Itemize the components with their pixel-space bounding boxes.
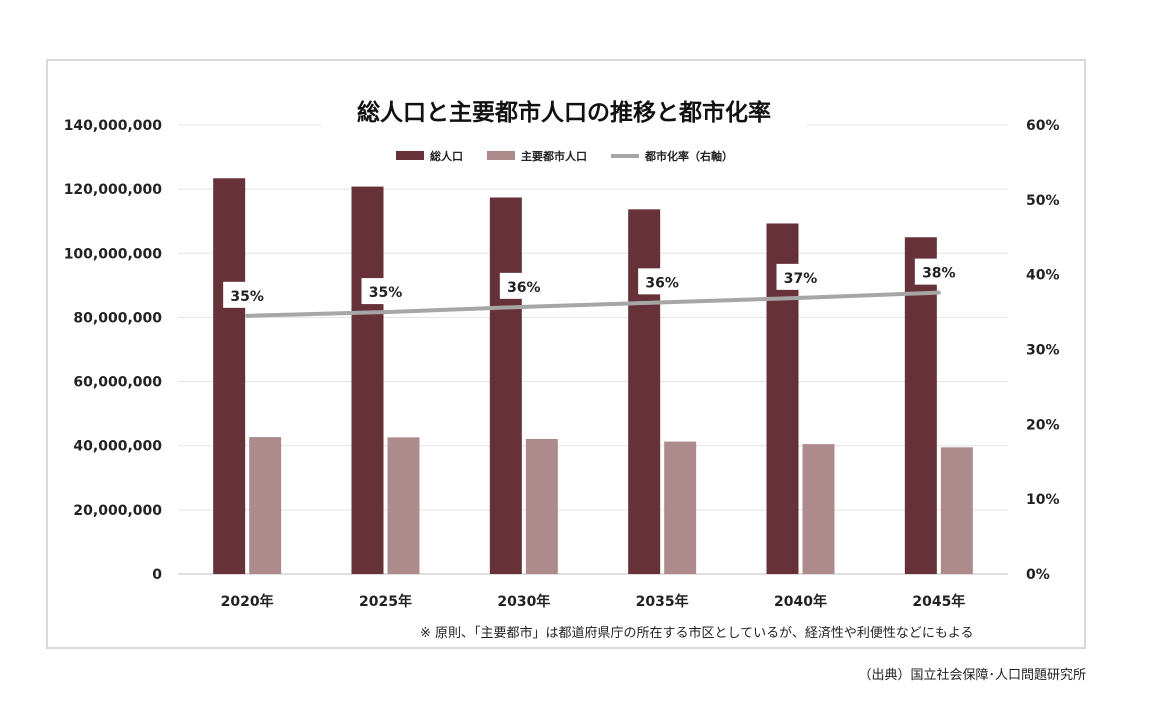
- y-left-tick: 60,000,000: [73, 375, 162, 391]
- bar-主要都市人口-2025年: [387, 437, 420, 574]
- x-category-label: 2040年: [774, 593, 827, 610]
- legend-swatch: [396, 151, 424, 160]
- bar-主要都市人口-2045年: [940, 447, 973, 574]
- line-point: [798, 295, 803, 300]
- chart-title: 総人口と主要都市人口の推移と都市化率: [322, 92, 806, 128]
- y-left-tick: 140,000,000: [64, 118, 163, 134]
- x-category-label: 2025年: [359, 593, 412, 610]
- line-point: [521, 304, 526, 309]
- data-label-bg: [361, 278, 410, 305]
- legend: 総人口 主要都市人口 都市化率（右軸）: [396, 149, 733, 163]
- line-urbanization: [247, 290, 939, 318]
- y-right-tick: 30%: [1026, 343, 1060, 359]
- data-label-bg: [499, 272, 548, 299]
- legend-label: 都市化率（右軸）: [644, 149, 733, 163]
- y-right-tick: 10%: [1026, 492, 1060, 508]
- line-point: [660, 300, 665, 305]
- data-labels: 35% 35% 36% 36% 37% 38%: [223, 258, 963, 308]
- urbanization-line: [245, 290, 941, 318]
- data-label-bg: [223, 281, 272, 308]
- bar-主要都市人口-2035年: [664, 441, 697, 574]
- source-credit: （出典）国立社会保障･人口問題研究所: [858, 668, 1086, 683]
- y-left-tick: 120,000,000: [64, 182, 163, 198]
- y-left-tick: 0: [152, 567, 162, 583]
- bar-主要都市人口-2030年: [525, 438, 558, 574]
- legend-label: 主要都市人口: [521, 149, 587, 163]
- chart-title-text: 総人口と主要都市人口の推移と都市化率: [357, 99, 771, 126]
- x-category-label: 2035年: [636, 593, 689, 610]
- footnote: ※ 原則、「主要都市」は都道府県庁の所在する市区としているが、経済性や利便性など…: [420, 626, 974, 641]
- y-left-tick: 80,000,000: [73, 310, 162, 326]
- line-point: [383, 310, 388, 315]
- y-left-tick: 20,000,000: [73, 503, 162, 519]
- x-category-label: 2030年: [497, 593, 550, 610]
- bar-総人口-2045年: [904, 237, 937, 574]
- data-label: 36%: [645, 275, 679, 291]
- title-bg: [322, 92, 806, 128]
- x-category-label: 2020年: [221, 593, 274, 610]
- bars: [213, 178, 973, 575]
- data-label-bg: [776, 263, 825, 290]
- line-point: [245, 313, 250, 318]
- bar-主要都市人口-2020年: [249, 437, 282, 574]
- bar-総人口-2035年: [628, 209, 661, 575]
- bar-総人口-2025年: [351, 186, 384, 574]
- data-label: 36%: [507, 280, 541, 296]
- y-right-tick: 60%: [1026, 118, 1060, 134]
- y-right-tick: 20%: [1026, 417, 1060, 433]
- bar-総人口-2030年: [489, 197, 522, 574]
- axes: 0 20,000,000 40,000,000 60,000,000 80,000,00…: [64, 118, 1060, 610]
- line-point: [936, 290, 941, 295]
- y-right-tick: 0%: [1026, 567, 1050, 583]
- data-label: 35%: [230, 289, 264, 305]
- y-right-tick: 40%: [1026, 268, 1060, 284]
- data-label-bg: [914, 258, 963, 285]
- data-label: 37%: [784, 271, 818, 287]
- data-label: 38%: [922, 266, 956, 282]
- y-right-tick: 50%: [1026, 193, 1060, 209]
- x-category-label: 2045年: [912, 593, 965, 610]
- data-label-bg: [638, 268, 687, 295]
- y-left-tick: 40,000,000: [73, 439, 162, 455]
- legend-swatch: [487, 151, 515, 160]
- legend-label: 総人口: [430, 149, 463, 163]
- bar-主要都市人口-2040年: [802, 444, 835, 574]
- bar-総人口-2020年: [213, 178, 246, 574]
- y-left-tick: 100,000,000: [64, 246, 163, 262]
- data-label: 35%: [369, 285, 403, 301]
- gridlines: [178, 124, 1008, 575]
